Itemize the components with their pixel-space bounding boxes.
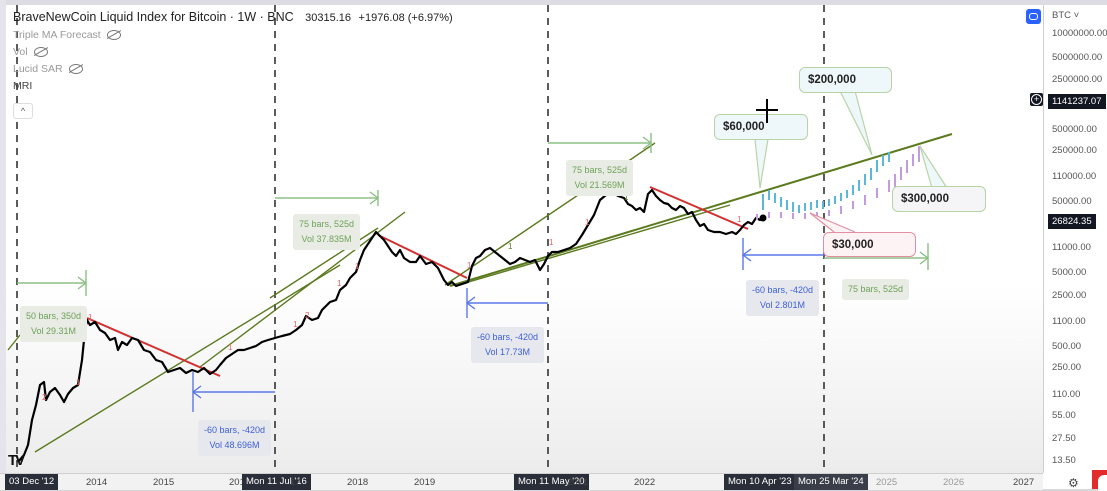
forecast-bars-purple [756,146,920,220]
last-price-label: 26824.35 [1048,214,1096,229]
callout-300000[interactable]: $300,000 [892,186,986,212]
x-tick: 2021 [567,477,589,488]
chevron-up-icon: ^ [20,106,26,116]
y-tick: 10000000.00 [1052,28,1107,39]
eye-hidden-icon[interactable] [33,47,48,57]
svg-text:1: 1 [737,215,742,224]
x-tick: 2018 [347,477,369,488]
y-tick: 250.00 [1052,362,1082,373]
svg-text:2: 2 [42,393,47,402]
price-line [17,188,764,463]
x-tick: 201 [229,477,245,488]
gear-icon[interactable]: ⚙ [1068,476,1079,490]
svg-text:1: 1 [293,320,298,329]
y-tick: 55.00 [1052,410,1076,421]
left-border [0,0,6,489]
y-tick: 50000.00 [1052,196,1092,207]
range-label-5[interactable]: 75 bars, 525d Vol 21.569M [566,160,634,196]
chart-legend: BraveNewCoin Liquid Index for Bitcoin · … [13,10,453,92]
indicator-mri[interactable]: MRI [13,80,33,92]
range-label-4[interactable]: -60 bars, -420d Vol 17.73M [471,327,545,363]
y-tick: 250000.00 [1052,145,1097,156]
y-tick: 13.50 [1052,455,1076,466]
collapse-legend-button[interactable]: ^ [13,103,33,119]
svg-text:1: 1 [88,313,93,322]
time-axis[interactable]: 03 Dec '12 2014 2015 201 Mon 11 Jul '16 … [0,473,1043,490]
date-label-2023: Mon 10 Apr '23 [724,474,796,490]
callout-200000[interactable]: $200,000 [799,67,892,93]
indicator-lucid-sar[interactable]: Lucid SAR [13,63,453,75]
indicator-triple-ma[interactable]: Triple MA Forecast [13,29,453,41]
callout-60000[interactable]: $60,000 [714,114,808,140]
crosshair-price-label: 1141237.07 [1048,94,1106,109]
symbol-title: BraveNewCoin Liquid Index for Bitcoin · … [13,10,294,24]
range-arrows-blue [191,238,824,412]
svg-text:1: 1 [549,238,554,247]
x-tick: 2015 [153,477,175,488]
y-tick: 500.00 [1052,341,1082,352]
y-tick: 110.00 [1052,389,1081,400]
forecast-bars-blue [762,152,890,213]
cycle-divider-lines [16,5,825,473]
crosshair-cursor-icon [756,99,778,123]
range-label-1[interactable]: 50 bars, 350d Vol 29.31M [20,306,88,342]
y-tick: 5000000.00 [1052,52,1103,63]
y-tick: 5000.00 [1052,267,1087,278]
range-label-7[interactable]: 75 bars, 525d [842,279,910,300]
svg-text:1: 1 [76,378,81,387]
y-tick: 27.50 [1052,433,1076,444]
svg-text:1: 1 [355,262,360,271]
svg-text:1: 1 [508,242,513,251]
y-tick: 11000.00 [1052,242,1091,253]
x-tick: 2019 [414,477,436,488]
eye-hidden-icon[interactable] [68,64,83,74]
svg-text:1: 1 [337,279,342,288]
y-tick: 500000.00 [1052,124,1097,135]
y-tick: 2500.00 [1052,290,1087,301]
price-change: +1976.08 (+6.97%) [358,12,453,24]
indicator-vol[interactable]: Vol [13,46,453,58]
symbol-title-row[interactable]: BraveNewCoin Liquid Index for Bitcoin · … [13,10,453,24]
svg-text:2: 2 [305,311,310,320]
date-label-2024: Mon 25 Mar '24 [794,474,868,490]
last-price-dot [759,214,767,222]
range-label-3[interactable]: 75 bars, 525d Vol 37.835M [293,214,361,250]
svg-text:1: 1 [624,193,629,202]
eye-hidden-icon[interactable] [106,30,121,40]
sync-scale-button[interactable] [1026,9,1041,24]
top-border [0,0,1107,5]
currency-selector[interactable]: BTC ˅ [1052,10,1080,21]
range-arrows-green [17,133,930,296]
callout-30000[interactable]: $30,000 [823,232,916,257]
range-label-2[interactable]: -60 bars, -420d Vol 48.696M [198,420,272,456]
plus-circle-icon: + [1031,94,1042,105]
x-tick: 17 [290,477,301,488]
range-label-6[interactable]: -60 bars, -420d Vol 2.801M [746,280,820,316]
downtrend-lines [86,186,749,377]
svg-text:1: 1 [585,218,590,227]
x-tick: 2022 [634,477,656,488]
date-label-2020: Mon 11 May '20 [514,474,589,490]
tradingview-logo[interactable]: TV [8,452,25,469]
pattern-markers: 121 112 11 1 11 1 [42,215,742,402]
x-tick: 2026 [943,477,965,488]
price-axis[interactable]: BTC ˅ 10000000.00 5000000.00 2500000.00 … [1043,5,1107,473]
date-label-start: 03 Dec '12 [5,474,59,490]
date-label-2016: Mon 11 Jul '16 [242,474,311,490]
y-tick: 1100.00 [1052,316,1086,327]
y-tick: 110000.00 [1052,171,1097,182]
overlay-corner [1092,470,1107,491]
svg-text:1: 1 [467,261,472,270]
x-tick: 2025 [876,477,898,488]
y-tick: 2500000.00 [1052,74,1103,85]
x-tick: 2014 [86,477,108,488]
svg-text:1: 1 [228,343,233,352]
last-price: 30315.16 [305,12,352,24]
callout-pointers [754,90,948,189]
callout-pointer-30k [809,212,856,233]
x-tick: 2027 [1013,477,1035,488]
add-alert-button[interactable]: + [1030,93,1043,106]
